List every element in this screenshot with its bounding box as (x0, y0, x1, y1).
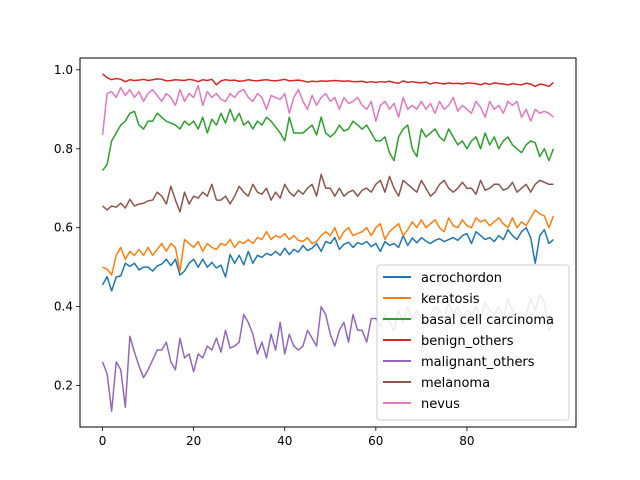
y-axis: 0.2 0.4 0.6 0.8 1.0 (54, 63, 80, 393)
series-line-melanoma (102, 173, 554, 213)
legend-box (376, 264, 570, 421)
series-line-keratosis (102, 209, 555, 276)
x-tick-label: 80 (459, 434, 474, 448)
x-tick-label: 60 (368, 434, 383, 448)
legend-label: acrochordon (421, 271, 502, 286)
series-line-benign-others (102, 73, 554, 88)
y-tick-label: 1.0 (54, 63, 73, 77)
x-tick-label: 20 (186, 434, 201, 448)
y-tick-label: 0.2 (54, 379, 73, 393)
x-axis: 0 20 40 60 80 (99, 427, 475, 448)
series-line-basal-cell-carcinoma (101, 108, 555, 171)
series-line-acrochordon (101, 226, 554, 292)
y-tick-label: 0.4 (54, 300, 73, 314)
legend-label: basal cell carcinoma (421, 313, 554, 328)
legend-label: nevus (421, 397, 460, 412)
x-tick-label: 40 (277, 434, 292, 448)
y-tick-label: 0.6 (54, 221, 73, 235)
series-layer (101, 73, 555, 412)
legend-label: malignant_others (421, 355, 535, 370)
legend-label: melanoma (421, 376, 490, 391)
legend-label: benign_others (421, 334, 514, 349)
legend-label: keratosis (421, 292, 480, 307)
plot-frame (79, 57, 577, 428)
series-line-nevus (101, 84, 554, 136)
x-tick-label: 0 (99, 434, 107, 448)
legend: acrochordon keratosis basal cell carcinoma… (376, 264, 570, 421)
y-tick-label: 0.8 (54, 142, 73, 156)
